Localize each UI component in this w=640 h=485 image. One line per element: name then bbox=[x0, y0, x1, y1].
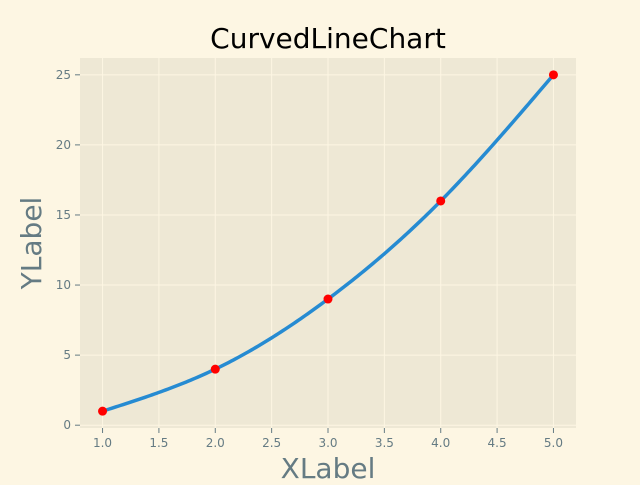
data-point bbox=[98, 406, 108, 416]
x-axis-label: XLabel bbox=[281, 452, 376, 480]
x-tick-label: 3.0 bbox=[318, 436, 337, 450]
x-tick-label: 5.0 bbox=[544, 436, 563, 450]
x-tick-label: 4.0 bbox=[431, 436, 450, 450]
y-tick-label: 5 bbox=[63, 348, 71, 362]
x-tick-label: 4.5 bbox=[488, 436, 507, 450]
x-tick-label: 3.5 bbox=[375, 436, 394, 450]
data-point bbox=[548, 70, 558, 80]
y-tick-label: 20 bbox=[56, 138, 71, 152]
x-tick-label: 1.0 bbox=[93, 436, 112, 450]
y-axis-label: YLabel bbox=[15, 197, 48, 291]
x-tick-label: 2.5 bbox=[262, 436, 281, 450]
data-point bbox=[436, 196, 446, 206]
data-point bbox=[210, 364, 220, 374]
grid bbox=[80, 58, 576, 428]
chart-title: CurvedLineChart bbox=[210, 22, 446, 55]
y-tick-label: 15 bbox=[56, 208, 71, 222]
y-tick-label: 25 bbox=[56, 68, 71, 82]
series-group bbox=[98, 70, 558, 416]
y-tick-label: 10 bbox=[56, 278, 71, 292]
data-point bbox=[323, 294, 333, 304]
x-tick-label: 2.0 bbox=[206, 436, 225, 450]
x-axis-ticks: 1.0 1.5 2.0 2.5 3.0 3.5 4.0 4.5 5.0 bbox=[93, 428, 563, 450]
y-tick-label: 0 bbox=[63, 418, 71, 432]
y-axis-ticks: 0 5 10 15 20 25 bbox=[56, 68, 80, 432]
x-tick-label: 1.5 bbox=[149, 436, 168, 450]
